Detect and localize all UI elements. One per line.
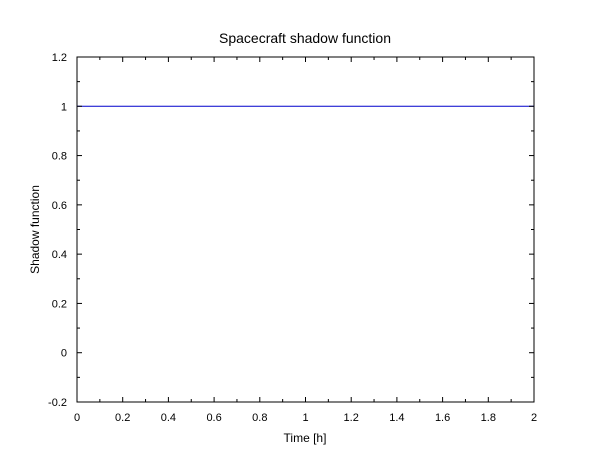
- x-tick-label: 0.4: [161, 412, 176, 424]
- y-axis: -0.2 0 0.2 0.4 0.6 0.8 1 1.2: [48, 52, 534, 409]
- y-tick-label: 0.2: [52, 298, 67, 310]
- y-tick-label: 0.4: [52, 249, 67, 261]
- x-tick-label: 1.6: [435, 412, 450, 424]
- x-tick-label: 2: [531, 412, 537, 424]
- x-tick-label: 0.8: [252, 412, 267, 424]
- y-tick-label: 0.8: [52, 151, 67, 163]
- chart-title: Spacecraft shadow function: [219, 30, 391, 46]
- y-tick-label: -0.2: [48, 397, 67, 409]
- x-tick-label: 1: [302, 412, 308, 424]
- x-tick-label: 0.2: [115, 412, 130, 424]
- y-axis-label: Shadow function: [28, 185, 42, 274]
- y-tick-label: 1: [61, 101, 67, 113]
- x-tick-label: 1.8: [481, 412, 496, 424]
- x-tick-label: 1.4: [389, 412, 404, 424]
- y-tick-label: 1.2: [52, 52, 67, 64]
- x-tick-label: 0.6: [206, 412, 221, 424]
- x-axis-label: Time [h]: [284, 431, 327, 445]
- plot-area: [76, 56, 535, 403]
- y-tick-label: 0.6: [52, 200, 67, 212]
- x-axis: 0 0.2 0.4 0.6 0.8 1 1.2 1.4 1.6 1.8 2: [74, 57, 537, 424]
- x-tick-label: 1.2: [344, 412, 359, 424]
- y-tick-label: 0: [61, 348, 67, 360]
- x-tick-label: 0: [74, 412, 80, 424]
